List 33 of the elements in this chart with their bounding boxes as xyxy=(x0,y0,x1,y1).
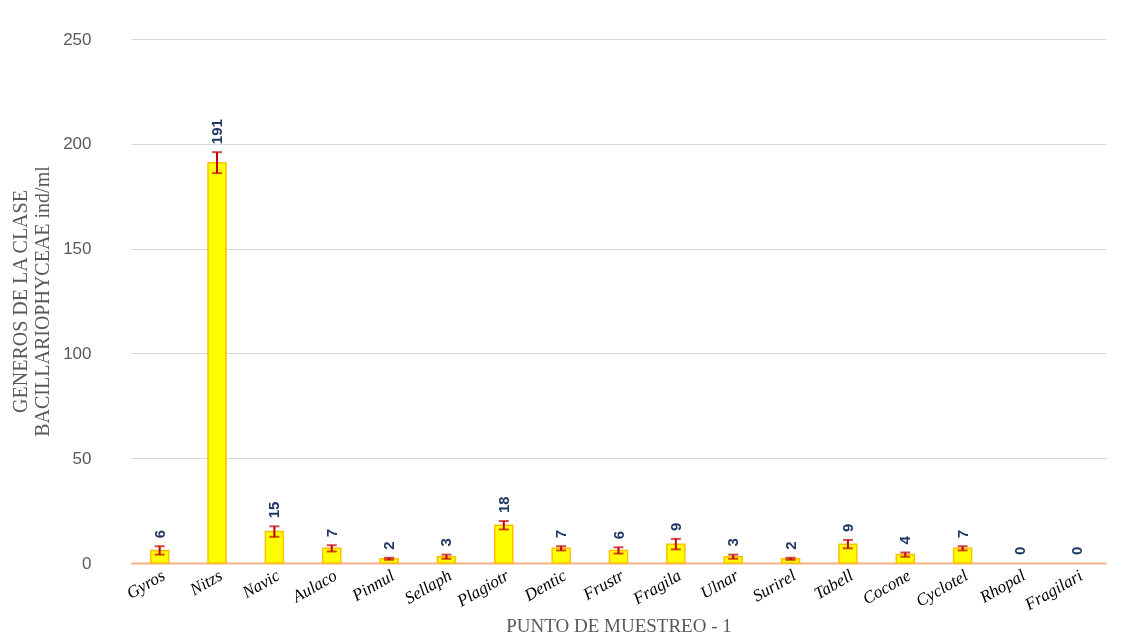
x-tick-label: Navic xyxy=(238,565,284,603)
data-label: 2 xyxy=(380,541,398,550)
bar xyxy=(952,547,973,564)
x-tick-label: Gyros xyxy=(123,565,169,603)
data-label: 3 xyxy=(437,538,455,547)
bar xyxy=(551,547,571,564)
data-label: 9 xyxy=(666,522,684,531)
data-label: 191 xyxy=(208,119,226,145)
y-axis-title: GENEROS DE LA CLASE BACILLARIOPHYCEAE ind/ml xyxy=(9,165,54,437)
data-label: 4 xyxy=(896,535,914,545)
data-label: 18 xyxy=(494,496,512,514)
data-label: 0 xyxy=(1068,546,1086,555)
data-label: 0 xyxy=(1010,546,1028,555)
bar xyxy=(666,543,686,564)
y-tick-label: 100 xyxy=(63,343,92,363)
data-label: 15 xyxy=(265,501,283,519)
x-axis-title: PUNTO DE MUESTREO - 1 xyxy=(506,615,732,636)
x-tick-label: Nitzs xyxy=(185,565,226,600)
y-tick-label: 150 xyxy=(63,239,92,259)
data-label: 7 xyxy=(953,529,971,539)
data-label: 7 xyxy=(322,528,340,538)
data-label: 2 xyxy=(781,541,799,550)
x-tick-label: Ulnar xyxy=(697,565,743,603)
y-tick-label: 50 xyxy=(72,448,92,468)
data-label: 6 xyxy=(609,530,627,540)
y-tick-label: 200 xyxy=(63,134,92,154)
data-label: 7 xyxy=(552,529,570,539)
y-tick-label: 0 xyxy=(82,553,92,573)
data-label: 9 xyxy=(838,523,856,532)
data-label: 6 xyxy=(150,529,168,539)
y-tick-label: 250 xyxy=(63,29,92,49)
data-label: 3 xyxy=(724,538,742,547)
bar xyxy=(207,161,227,564)
